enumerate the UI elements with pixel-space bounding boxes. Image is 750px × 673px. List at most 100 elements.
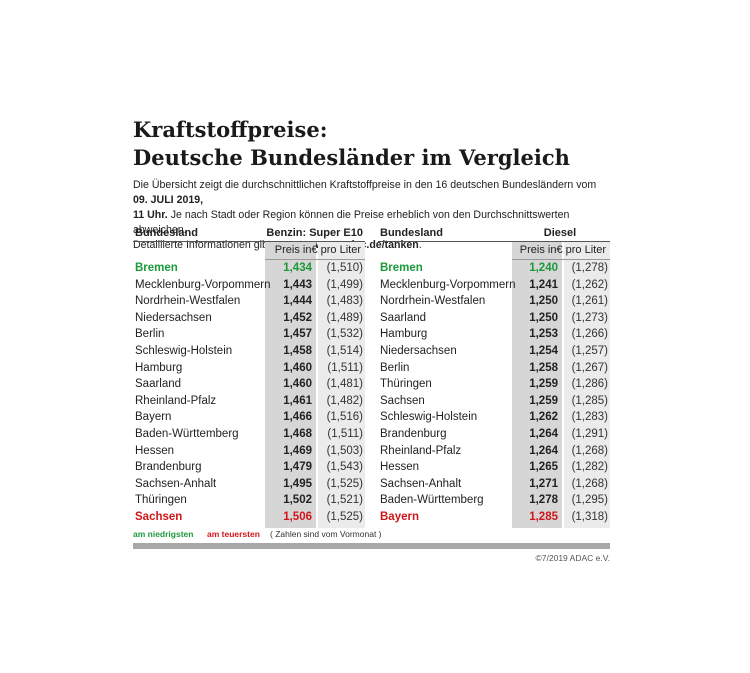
- region: Thüringen: [380, 378, 432, 391]
- column-header: Bundesland: [135, 227, 198, 239]
- price: 1,264: [529, 428, 558, 440]
- region: Saarland: [380, 311, 427, 324]
- legend-lowest: am niedrigsten: [133, 529, 194, 539]
- price: 1,434: [283, 262, 312, 274]
- price: 1,458: [283, 345, 312, 357]
- previous-price: (1,510): [326, 262, 363, 274]
- price: 1,253: [529, 328, 558, 341]
- previous-price: (1,283): [571, 411, 608, 424]
- price: 1,259: [529, 378, 558, 391]
- region: Sachsen: [135, 511, 183, 523]
- previous-price: (1,499): [326, 278, 363, 291]
- previous-price: (1,489): [326, 311, 363, 324]
- header-rule: [133, 241, 365, 242]
- previous-price: (1,511): [327, 361, 363, 374]
- intro-date: 09. JULI 2019,: [133, 194, 204, 206]
- divider: [133, 543, 610, 549]
- column-header: Bundesland: [380, 227, 443, 239]
- intro-text: Je nach Stadt oder Region können die Pre…: [133, 209, 570, 236]
- region: Hamburg: [380, 328, 428, 341]
- region: Berlin: [135, 328, 165, 341]
- column-header: Diesel: [543, 227, 577, 239]
- price: 1,250: [529, 295, 558, 308]
- region: Niedersachsen: [380, 345, 457, 357]
- previous-price: (1,262): [571, 278, 608, 291]
- region: Nordrhein-Westfalen: [135, 295, 241, 308]
- title: Deutsche Bundesländer im Vergleich: [133, 145, 570, 170]
- previous-price: (1,268): [571, 477, 608, 490]
- price: 1,285: [529, 511, 558, 523]
- price: 1,259: [529, 394, 558, 407]
- region: Schleswig-Holstein: [135, 345, 233, 357]
- region: Nordrhein-Westfalen: [380, 295, 486, 308]
- price: 1,506: [283, 511, 312, 523]
- previous-price: (1,318): [571, 511, 608, 523]
- price: 1,443: [283, 278, 312, 291]
- region: Brandenburg: [135, 461, 202, 474]
- previous-column: [564, 242, 610, 528]
- previous-price: (1,261): [571, 295, 608, 308]
- region: Rheinland-Pfalz: [135, 394, 217, 407]
- previous-price: (1,273): [571, 311, 608, 324]
- region: Thüringen: [135, 494, 187, 507]
- region: Bayern: [135, 411, 172, 424]
- previous-price: (1,285): [571, 394, 608, 407]
- price: 1,264: [529, 444, 558, 457]
- unit-rule: [512, 259, 610, 260]
- region: Saarland: [135, 378, 182, 391]
- region: Hessen: [380, 461, 419, 474]
- unit-rule: [265, 259, 365, 260]
- region: Bremen: [380, 262, 423, 274]
- price: 1,502: [283, 494, 312, 507]
- price: 1,479: [283, 461, 312, 474]
- unit-label: Preis in€ pro Liter: [519, 244, 606, 256]
- price: 1,240: [529, 262, 558, 274]
- previous-price: (1,268): [571, 444, 608, 457]
- region: Bremen: [135, 262, 178, 274]
- region: Schleswig-Holstein: [380, 411, 478, 424]
- intro-text: .: [418, 239, 422, 251]
- column-header: Benzin: Super E10: [266, 227, 363, 239]
- region: Sachsen-Anhalt: [135, 477, 217, 490]
- region: Hamburg: [135, 361, 183, 374]
- price: 1,460: [283, 361, 312, 374]
- previous-price: (1,483): [326, 295, 363, 308]
- copyright: ©7/2019 ADAC e.V.: [535, 553, 610, 563]
- region: Mecklenburg-Vorpommern: [380, 278, 516, 291]
- price: 1,461: [283, 394, 312, 407]
- price: 1,468: [283, 428, 312, 440]
- previous-price: (1,514): [326, 345, 363, 357]
- previous-column: [318, 242, 365, 528]
- price: 1,271: [529, 477, 558, 490]
- previous-price: (1,291): [571, 428, 608, 440]
- region: Brandenburg: [380, 428, 447, 440]
- price-column: [512, 242, 562, 528]
- previous-price: (1,267): [571, 361, 608, 374]
- region: Berlin: [380, 361, 410, 374]
- previous-price: (1,282): [571, 461, 608, 474]
- price: 1,460: [283, 378, 312, 391]
- previous-price: (1,543): [326, 461, 363, 474]
- region: Niedersachsen: [135, 311, 212, 324]
- region: Baden-Württemberg: [380, 494, 484, 507]
- legend-highest: am teuersten: [207, 529, 260, 539]
- price: 1,452: [283, 311, 312, 324]
- region: Sachsen: [380, 394, 425, 407]
- region: Baden-Württemberg: [135, 428, 239, 440]
- price: 1,444: [283, 295, 312, 308]
- previous-price: (1,525): [326, 511, 363, 523]
- price: 1,466: [283, 411, 312, 424]
- previous-price: (1,511): [327, 428, 363, 440]
- price: 1,495: [283, 477, 312, 490]
- previous-price: (1,516): [326, 411, 363, 424]
- price-column: [265, 242, 316, 528]
- price: 1,262: [529, 411, 558, 424]
- previous-price: (1,532): [326, 328, 363, 341]
- price: 1,265: [529, 461, 558, 474]
- region: Sachsen-Anhalt: [380, 477, 462, 490]
- previous-price: (1,521): [326, 494, 363, 507]
- price: 1,241: [529, 278, 558, 291]
- region: Bayern: [380, 511, 419, 523]
- header-rule: [378, 241, 610, 242]
